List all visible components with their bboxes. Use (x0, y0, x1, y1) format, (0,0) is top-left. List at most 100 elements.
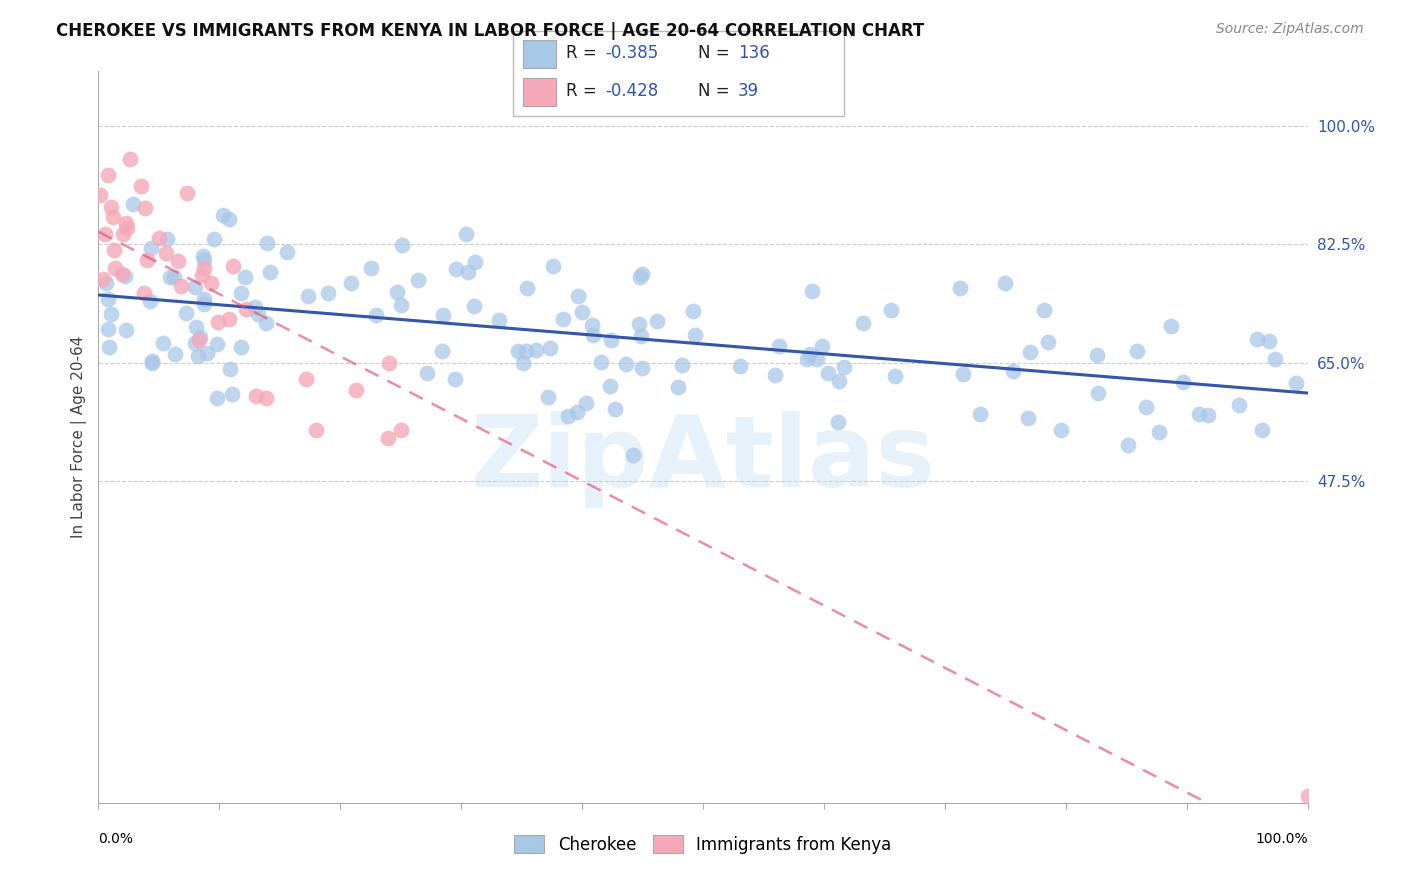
Point (488, 313, 510, 327)
Point (454, 227, 477, 242)
Point (763, 368, 786, 382)
Point (254, 316, 277, 330)
Text: 136: 136 (738, 45, 769, 62)
Point (1285, 376, 1308, 391)
Point (183, 336, 205, 351)
Point (340, 276, 363, 290)
Point (156, 232, 179, 246)
Point (430, 343, 453, 358)
FancyBboxPatch shape (513, 31, 844, 116)
Point (378, 356, 401, 370)
Point (174, 306, 197, 320)
Text: -0.428: -0.428 (606, 82, 659, 101)
Point (631, 268, 654, 282)
Point (884, 369, 907, 384)
Point (728, 359, 751, 373)
Point (1038, 335, 1060, 350)
Point (188, 333, 211, 347)
Point (581, 318, 603, 332)
Text: 100.0%: 100.0% (1256, 832, 1308, 846)
Point (218, 312, 240, 326)
Point (235, 301, 257, 316)
Text: ZipAtlas: ZipAtlas (471, 410, 935, 508)
Point (111, 227, 134, 241)
Point (1264, 352, 1286, 367)
Point (111, 267, 134, 281)
Point (114, 323, 136, 337)
Point (444, 262, 467, 277)
Point (1246, 332, 1268, 346)
Point (191, 268, 214, 282)
Point (516, 281, 538, 295)
Point (541, 259, 564, 273)
Point (183, 280, 205, 294)
Point (389, 423, 412, 437)
Point (880, 302, 903, 317)
Point (141, 241, 163, 255)
Point (464, 255, 486, 269)
Legend: Cherokee, Immigrants from Kenya: Cherokee, Immigrants from Kenya (508, 829, 898, 860)
Point (817, 366, 839, 380)
Point (114, 268, 136, 283)
Point (796, 352, 818, 367)
Point (385, 285, 408, 300)
Point (295, 372, 318, 386)
Point (1116, 437, 1139, 451)
Point (806, 351, 828, 366)
Point (94, 276, 117, 290)
Point (1017, 410, 1039, 425)
Point (259, 265, 281, 279)
Point (120, 153, 142, 167)
Point (188, 330, 211, 344)
Point (245, 389, 267, 403)
Point (205, 336, 228, 351)
Point (360, 260, 382, 275)
Point (231, 285, 253, 300)
Point (163, 347, 186, 361)
Text: N =: N = (699, 45, 735, 62)
Point (512, 356, 534, 370)
Point (141, 356, 163, 370)
Point (344, 384, 367, 398)
Point (600, 334, 623, 348)
Point (254, 391, 277, 405)
Point (159, 269, 181, 284)
Point (1001, 364, 1024, 378)
Point (89, 188, 111, 202)
Point (103, 261, 125, 276)
Point (557, 409, 579, 424)
Point (647, 314, 669, 328)
Point (582, 328, 605, 343)
Point (163, 269, 186, 284)
Point (832, 359, 855, 374)
Point (218, 362, 240, 376)
Point (1296, 789, 1319, 803)
Point (191, 249, 214, 263)
Point (1147, 425, 1170, 439)
Point (193, 253, 215, 268)
Text: R =: R = (567, 45, 602, 62)
Point (243, 300, 266, 314)
Point (246, 307, 269, 321)
Point (193, 293, 215, 307)
Point (139, 293, 162, 308)
Point (389, 298, 412, 312)
Point (141, 353, 163, 368)
Point (170, 279, 193, 293)
Point (1126, 343, 1149, 358)
Point (565, 405, 588, 419)
Point (152, 335, 174, 350)
Point (276, 244, 298, 259)
Point (122, 197, 145, 211)
Point (952, 367, 974, 381)
Point (132, 286, 155, 301)
Point (256, 235, 278, 250)
Point (1227, 398, 1250, 412)
Point (1251, 423, 1274, 437)
Point (599, 379, 621, 393)
Point (553, 312, 575, 326)
Point (176, 186, 198, 201)
Point (631, 360, 654, 375)
Point (994, 276, 1017, 290)
Point (305, 423, 328, 437)
